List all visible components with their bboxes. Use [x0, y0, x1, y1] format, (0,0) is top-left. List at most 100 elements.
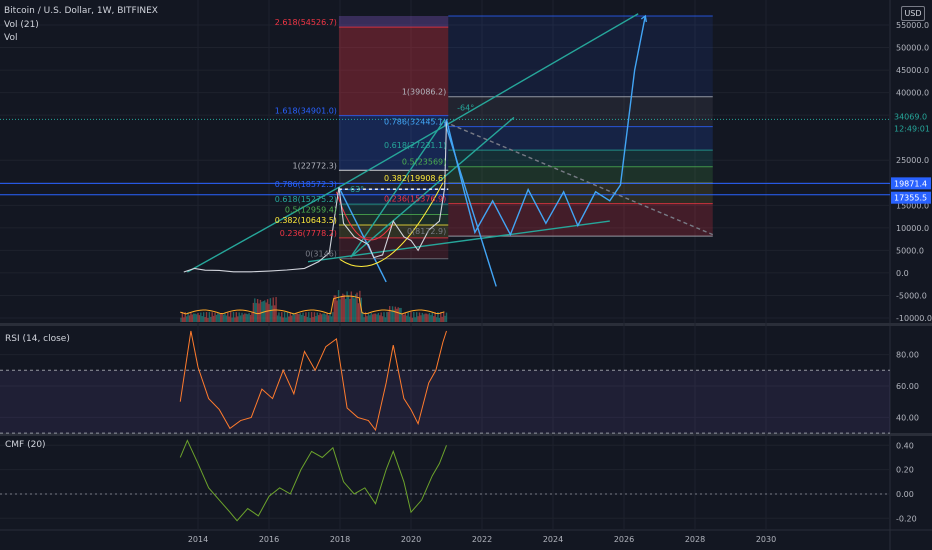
volume-bar [340, 295, 343, 322]
volume-bar [218, 314, 220, 322]
volume-bar [356, 292, 358, 322]
pane-separator [0, 323, 932, 326]
volume-bar [185, 316, 188, 322]
volume-bar [381, 316, 384, 322]
volume-bar [225, 315, 228, 322]
volume-bar [264, 300, 266, 322]
volume-bar [261, 301, 263, 322]
angle-label: -63° [347, 185, 364, 194]
volume-bar [188, 315, 191, 322]
volume-bar [191, 314, 194, 322]
volume-bar [333, 295, 336, 322]
pane-separator [0, 433, 932, 436]
vol21-legend[interactable]: Vol (21) [4, 20, 39, 30]
volume-bar [363, 317, 365, 322]
channel-upper-line [187, 186, 340, 273]
volume-bar [229, 312, 232, 322]
volume-bar [329, 312, 331, 322]
volume-bar [217, 313, 219, 322]
volume-bar [442, 312, 445, 322]
symbol-title[interactable]: Bitcoin / U.S. Dollar, 1W, BITFINEX [4, 6, 158, 16]
volume-bar [245, 313, 247, 322]
channel-lower-line [350, 119, 446, 258]
countdown-badge-bg [891, 122, 931, 135]
volume-bar [279, 316, 282, 322]
y-tick-label: -10000.0 [896, 314, 932, 323]
indicator-panes [0, 330, 890, 522]
volume-bar [211, 312, 213, 322]
volume-bar [237, 316, 239, 322]
trend-drawings[interactable] [187, 13, 714, 287]
y-tick-label: 0.0 [896, 269, 909, 278]
fib-label-2018: 0.618(15275.2) [275, 195, 337, 204]
volume-bar [303, 315, 306, 322]
volume-bar [278, 312, 280, 322]
volume-bar [238, 312, 240, 322]
vol-legend[interactable]: Vol [4, 33, 18, 43]
volume-bar [323, 313, 326, 322]
volume-bar [273, 305, 276, 322]
volume-bar [376, 314, 378, 322]
currency-button[interactable]: USD [901, 6, 925, 21]
volume-bar [193, 313, 195, 322]
volume-bar [364, 312, 367, 322]
volume-bar [310, 312, 313, 322]
y-tick-label: 45000.0 [896, 66, 929, 75]
price-badge: 17355.5 [894, 194, 927, 203]
volume-bar [330, 316, 333, 322]
volume-bar [184, 312, 186, 322]
volume-bar [265, 302, 267, 322]
volume-bar [221, 313, 223, 322]
volume-bar [308, 312, 310, 322]
fib-zone-2021 [448, 183, 713, 204]
volume-bar [241, 312, 243, 322]
volume-bar [220, 313, 222, 322]
fib-label-2021: 0.382(19908.6) [384, 174, 446, 183]
volume-bar [227, 312, 229, 322]
volume-bar [222, 314, 225, 322]
volume-bar [398, 307, 401, 322]
volume-bar [299, 313, 301, 322]
rsi-title[interactable]: RSI (14, close) [5, 334, 70, 344]
fib-zone-2018 [338, 115, 449, 171]
price-badge-bg [891, 177, 931, 190]
fib-label-2018: 1.618(34901.0) [275, 107, 337, 116]
volume-bar [335, 295, 337, 322]
cmf-tick-label: 0.20 [896, 466, 914, 475]
volume-bar [410, 312, 412, 322]
volume-bar [202, 312, 205, 322]
volume-bar [183, 317, 185, 322]
y-tick-label: 25000.0 [896, 156, 929, 165]
volume-bar [327, 315, 330, 322]
price-badge-bg [891, 191, 931, 204]
volume-bar [394, 306, 397, 322]
volume-bar [332, 312, 334, 322]
volume-bar [420, 315, 422, 322]
volume-bar [371, 314, 374, 322]
volume-bar [317, 315, 320, 322]
x-tick-label: 2024 [543, 535, 563, 544]
cmf-title[interactable]: CMF (20) [5, 440, 46, 450]
volume-bar [440, 312, 442, 322]
volume-bar [288, 316, 290, 322]
volume-bar [423, 314, 425, 322]
volume-bar [434, 312, 436, 322]
x-tick-label: 2020 [401, 535, 421, 544]
volume-bar [313, 312, 316, 322]
volume-bar [431, 312, 433, 322]
fib-label-2021: 0.618(27231.1) [384, 141, 446, 150]
volume-bar [248, 313, 250, 322]
projection-arrowhead [640, 14, 647, 23]
volume-bar [347, 295, 350, 322]
channel-parallel-line [350, 116, 515, 258]
volume-bar [427, 314, 429, 322]
fib-label-2018: 0.5(12959.4) [285, 206, 337, 215]
cmf-tick-label: -0.20 [896, 514, 917, 523]
price-badge: 19871.4 [894, 179, 927, 188]
fib-label-2018: 0.236(7778.2) [280, 229, 337, 238]
volume-bar [342, 293, 344, 322]
volume-bar [350, 291, 353, 322]
fib-label-2018: 1(22772.3) [293, 161, 337, 170]
